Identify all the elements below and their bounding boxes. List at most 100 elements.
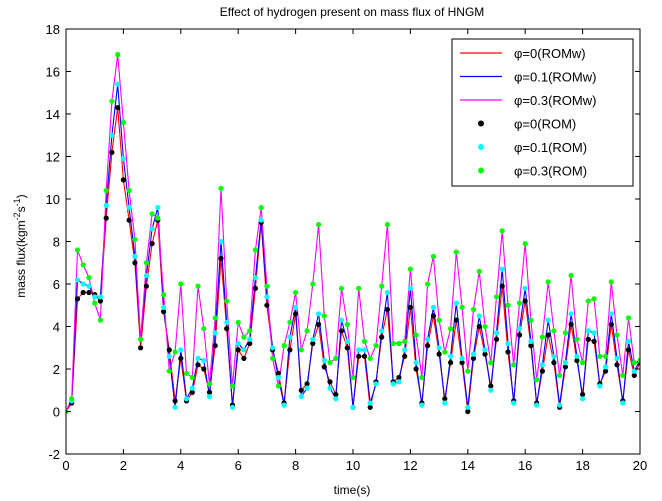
x-tick-label: 10 xyxy=(346,458,360,473)
data-point xyxy=(580,360,586,366)
data-point xyxy=(568,311,574,317)
data-point xyxy=(425,343,431,349)
data-point xyxy=(361,338,368,344)
data-point xyxy=(493,294,500,300)
data-point xyxy=(86,289,92,296)
data-point xyxy=(316,221,322,228)
data-point xyxy=(97,317,103,323)
data-point xyxy=(614,362,620,368)
data-point xyxy=(189,389,195,395)
data-point xyxy=(430,304,436,310)
data-point xyxy=(482,347,488,353)
data-point xyxy=(413,366,419,372)
data-point xyxy=(448,360,454,366)
data-point xyxy=(516,326,523,332)
data-point xyxy=(482,323,488,330)
data-point xyxy=(293,304,299,310)
data-point xyxy=(92,300,98,306)
y-tick-label: 12 xyxy=(46,150,60,165)
data-point xyxy=(557,372,563,378)
data-point xyxy=(367,400,373,406)
data-point xyxy=(86,283,92,289)
legend-box xyxy=(451,38,634,187)
data-point xyxy=(528,317,534,323)
data-point xyxy=(551,328,557,334)
data-point xyxy=(476,268,482,274)
data-point xyxy=(625,338,632,344)
chart-title: Effect of hydrogen present on mass flux … xyxy=(220,5,485,19)
data-point xyxy=(97,298,103,304)
data-point xyxy=(470,355,477,361)
data-point xyxy=(109,98,115,104)
data-point xyxy=(591,338,597,344)
data-point xyxy=(562,330,569,336)
data-point xyxy=(580,391,586,398)
x-axis-label: time(s) xyxy=(334,483,371,497)
legend-label: φ=0.1(ROM) xyxy=(514,140,587,155)
data-point xyxy=(143,272,149,279)
data-point xyxy=(545,279,551,285)
data-point xyxy=(459,360,465,366)
data-point xyxy=(327,379,333,385)
y-tick-label: 2 xyxy=(53,362,60,377)
data-point xyxy=(161,304,167,310)
data-point xyxy=(488,360,494,366)
data-point xyxy=(344,338,350,344)
data-point xyxy=(92,294,98,300)
legend: φ=0(ROMw) φ=0.1(ROMw) φ=0.3(ROMw) φ=0(ROM) φ… xyxy=(451,38,634,187)
data-point xyxy=(396,340,402,347)
legend-label: φ=0.3(ROM) xyxy=(514,164,587,179)
data-point xyxy=(637,357,640,364)
data-point xyxy=(465,404,471,410)
data-point xyxy=(603,364,609,370)
data-point xyxy=(551,353,557,359)
data-point xyxy=(321,313,327,319)
data-point xyxy=(321,364,327,370)
data-point xyxy=(132,253,138,259)
data-point xyxy=(597,353,603,359)
data-point xyxy=(138,336,144,342)
data-point xyxy=(241,334,247,340)
data-point xyxy=(316,311,322,317)
data-point xyxy=(241,347,247,353)
x-tick-label: 14 xyxy=(461,458,475,473)
data-point xyxy=(103,187,109,194)
data-point xyxy=(298,347,304,353)
data-point xyxy=(252,247,258,253)
data-point xyxy=(379,328,385,334)
data-point xyxy=(528,343,534,349)
data-point xyxy=(562,360,569,366)
data-point xyxy=(603,368,609,374)
data-point xyxy=(425,281,431,287)
data-point xyxy=(436,351,442,357)
data-point xyxy=(442,349,448,355)
legend-label: φ=0.1(ROMw) xyxy=(514,70,596,85)
data-point xyxy=(402,353,408,359)
data-point xyxy=(459,304,465,310)
data-point xyxy=(293,289,299,296)
data-point xyxy=(356,347,362,353)
data-point xyxy=(195,283,201,289)
data-point xyxy=(201,366,207,372)
data-point xyxy=(80,262,86,268)
data-point xyxy=(407,266,413,272)
data-point xyxy=(568,321,574,327)
data-point xyxy=(161,292,167,298)
data-point xyxy=(425,336,431,342)
data-point xyxy=(212,315,218,321)
data-point xyxy=(206,394,213,400)
x-tick-label: 2 xyxy=(120,458,127,473)
data-point xyxy=(470,306,477,313)
data-point xyxy=(178,347,184,353)
data-point xyxy=(143,283,149,289)
data-point xyxy=(166,353,172,359)
data-point xyxy=(597,383,603,389)
data-point xyxy=(183,370,190,376)
data-point xyxy=(252,275,258,281)
data-point xyxy=(143,260,149,266)
data-point xyxy=(235,340,241,347)
plot-area xyxy=(66,51,640,415)
data-point xyxy=(430,253,436,259)
data-point xyxy=(241,355,247,361)
x-tick-label: 18 xyxy=(575,458,589,473)
